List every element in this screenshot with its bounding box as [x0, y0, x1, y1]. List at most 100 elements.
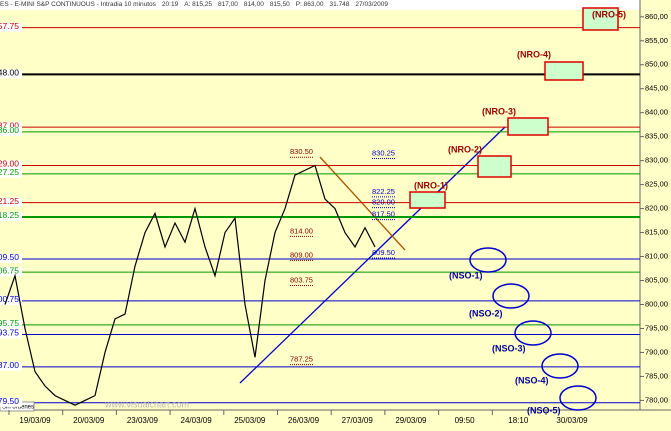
y-tick-label: 805,00 [645, 276, 668, 285]
level-label: 809.50 [0, 252, 19, 262]
y-tick-label: 815,00 [645, 228, 668, 237]
level-label-bg [0, 253, 22, 263]
target-box [477, 155, 512, 178]
target-label: (NSO-1) [449, 270, 483, 280]
level-label-bg [0, 69, 22, 79]
y-tick-label: 810,00 [645, 252, 668, 261]
price-annotation: 814.00 [290, 226, 313, 235]
level-label: 818.25 [0, 210, 19, 220]
x-tick-label: 30/03/09 [556, 416, 588, 425]
x-tick-label: 29/03/09 [395, 416, 427, 425]
target-label: (NSO-2) [469, 308, 503, 318]
level-label: 821.25 [0, 196, 19, 206]
x-tick-label: 27/03/09 [342, 416, 374, 425]
level-label-bg [0, 22, 22, 32]
target-ellipse [514, 320, 552, 346]
price-annotation: 809.00 [290, 250, 313, 259]
target-label: (NSO-5) [527, 405, 561, 415]
y-tick-label: 785,00 [645, 371, 668, 380]
x-tick-label: 24/03/09 [181, 416, 213, 425]
price-annotation: 809.50 [372, 248, 395, 257]
y-tick-label: 780,00 [645, 395, 668, 404]
trend-line [239, 126, 506, 384]
level-label-bg [0, 319, 22, 329]
level-label: 857.75 [0, 21, 19, 31]
target-ellipse [469, 247, 507, 273]
status: Sin órdenes [2, 405, 34, 411]
y-tick-label: 830,00 [645, 156, 668, 165]
level-label-bg [0, 211, 22, 221]
target-ellipse [541, 353, 579, 379]
level-label: 806.75 [0, 265, 19, 275]
x-tick-label: 19/03/09 [19, 416, 51, 425]
level-label-bg [0, 197, 22, 207]
y-tick-label: 840,00 [645, 108, 668, 117]
target-box [582, 7, 619, 31]
price-annotation: 803.75 [290, 276, 313, 285]
level-label-bg [0, 160, 22, 170]
target-label: (NSO-4) [515, 375, 549, 385]
target-label: (NRO-4) [517, 49, 551, 59]
price-line [4, 164, 376, 406]
y-tick-label: 820,00 [645, 204, 668, 213]
target-label: (NRO-5) [592, 9, 626, 19]
target-box [409, 191, 446, 209]
x-tick-label: 09:50 [455, 416, 476, 425]
price-annotation: 817.50 [372, 210, 395, 219]
trend-line [319, 156, 406, 251]
level-label: 795.75 [0, 318, 19, 328]
level-label-bg [0, 122, 22, 132]
level-label-bg [0, 397, 22, 407]
x-tick-label: 25/03/09 [234, 416, 266, 425]
target-label: (NSO-3) [492, 343, 526, 353]
y-tick-label: 800,00 [645, 299, 668, 308]
level-label: 848.00 [0, 68, 19, 78]
x-tick-label: 20/03/09 [73, 416, 105, 425]
target-ellipse [492, 283, 530, 309]
y-tick-label: 860,00 [645, 12, 668, 21]
header: ES - E-MINI S&P CONTINUOUS - Intradia 10… [0, 0, 640, 10]
y-tick-label: 790,00 [645, 347, 668, 356]
header-item: 20:19 [161, 1, 179, 8]
level-label: 779.50 [0, 396, 19, 406]
price-annotation: 830.25 [372, 148, 395, 157]
level-label: 793.75 [0, 328, 19, 338]
x-tick-label: 26/03/09 [288, 416, 320, 425]
y-tick-label: 845,00 [645, 84, 668, 93]
target-label: (NRO-3) [482, 106, 516, 116]
level-label: 787.00 [0, 360, 19, 370]
level-label: 800.75 [0, 294, 19, 304]
level-label: 837.00 [0, 120, 19, 130]
level-label-bg [0, 295, 22, 305]
header-item: A: 815,25 [184, 1, 213, 8]
level-label-bg [0, 267, 22, 277]
header-item: P: 863,00 [295, 1, 324, 8]
level-label: 827.25 [0, 167, 19, 177]
y-tick-label: 850,00 [645, 60, 668, 69]
target-box [507, 117, 549, 136]
y-tick-label: 795,00 [645, 323, 668, 332]
header-item: 31.748 [329, 1, 350, 8]
header-item: ES - E-MINI S&P CONTINUOUS - Intradia 10… [0, 1, 156, 8]
header-item: 817,00 [218, 1, 238, 8]
price-annotation: 820.00 [372, 198, 395, 207]
y-tick-label: 835,00 [645, 132, 668, 141]
target-box [544, 61, 584, 81]
header-item: 815,50 [269, 1, 290, 8]
target-ellipse [559, 385, 597, 411]
target-label: (NRO-2) [448, 144, 482, 154]
level-label-bg [0, 361, 22, 371]
axis-panel [640, 0, 671, 431]
price-annotation: 822.25 [372, 187, 395, 196]
y-tick-label: 825,00 [645, 180, 668, 189]
target-label: (NRO-1) [414, 180, 448, 190]
level-label-bg [0, 329, 22, 339]
header-item: 814,00 [243, 1, 264, 8]
y-tick-label: 855,00 [645, 36, 668, 45]
x-tick-label: 23/03/09 [127, 416, 159, 425]
level-label-bg [0, 168, 22, 178]
price-annotation: 787.25 [290, 355, 313, 364]
level-label-bg [0, 126, 22, 136]
